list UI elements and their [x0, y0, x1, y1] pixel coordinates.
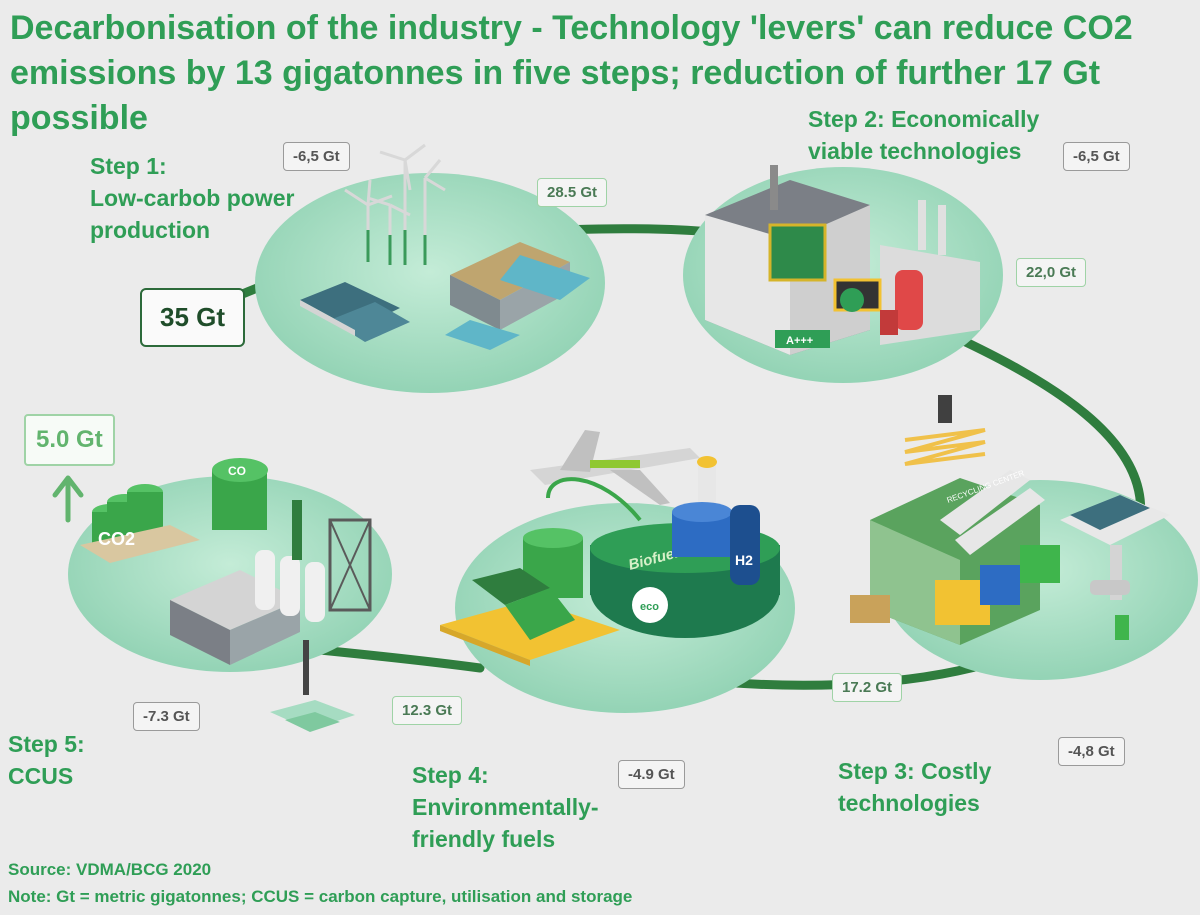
step-1-label: Step 1: Low-carbob power production [90, 153, 295, 243]
field-harvester-icon [440, 568, 620, 666]
step-5-label: Step 5: CCUS [8, 731, 85, 789]
hydrogen-label: H2 [735, 552, 753, 568]
injection-well-icon [270, 640, 355, 732]
co2-label: CO2 [98, 529, 135, 549]
page-title: Decarbonisation of the industry - Techno… [10, 9, 1133, 137]
heat-pump-coil-icon [904, 395, 986, 466]
after-step-2-box: 22,0 Gt [1016, 258, 1087, 287]
step-5-reduction-box: -7.3 Gt [133, 702, 200, 731]
co2-silo-icon: CO [212, 458, 268, 530]
efficiency-label: A+++ [786, 335, 813, 347]
start-emissions-box: 35 Gt [140, 288, 246, 347]
note-text: Note: Gt = metric gigatonnes; CCUS = car… [8, 887, 633, 906]
airplane-icon [530, 430, 700, 505]
hydro-dam-icon [445, 242, 590, 350]
platform-step1 [255, 173, 605, 393]
silo-label: CO [228, 464, 246, 478]
after-step-3-box: 17.2 Gt [832, 673, 903, 702]
co2-storage-tanks-icon: CO2 [80, 484, 200, 563]
step-2-label: Step 2: Economically viable technologies [808, 106, 1040, 164]
up-arrow-icon [52, 475, 84, 523]
factory-icon: A+++ [705, 165, 980, 355]
step-4-label: Step 4: Environmentally-friendly fuels [412, 762, 599, 852]
step-3-reduction-box: -4,8 Gt [1058, 737, 1125, 766]
after-step-1-box: 28.5 Gt [537, 178, 608, 207]
eco-label: eco [640, 601, 659, 613]
step-4-reduction-box: -4.9 Gt [618, 760, 685, 789]
source-text: Source: VDMA/BCG 2020 [8, 860, 212, 879]
after-step-4-box: 12.3 Gt [392, 696, 463, 725]
capture-plant-icon [170, 500, 372, 665]
charging-station-icon [1060, 495, 1170, 640]
final-emissions-box: 5.0 Gt [24, 414, 115, 466]
recycling-center-icon: RECYCLING CENTER [850, 468, 1060, 645]
step-1-reduction-box: -6,5 Gt [283, 142, 350, 171]
step-3-label: Step 3: Costly technologies [838, 758, 992, 816]
solar-panels-icon [300, 282, 410, 342]
step-2-reduction-box: -6,5 Gt [1063, 142, 1130, 171]
hydrogen-tank-icon: H2 [672, 456, 760, 585]
